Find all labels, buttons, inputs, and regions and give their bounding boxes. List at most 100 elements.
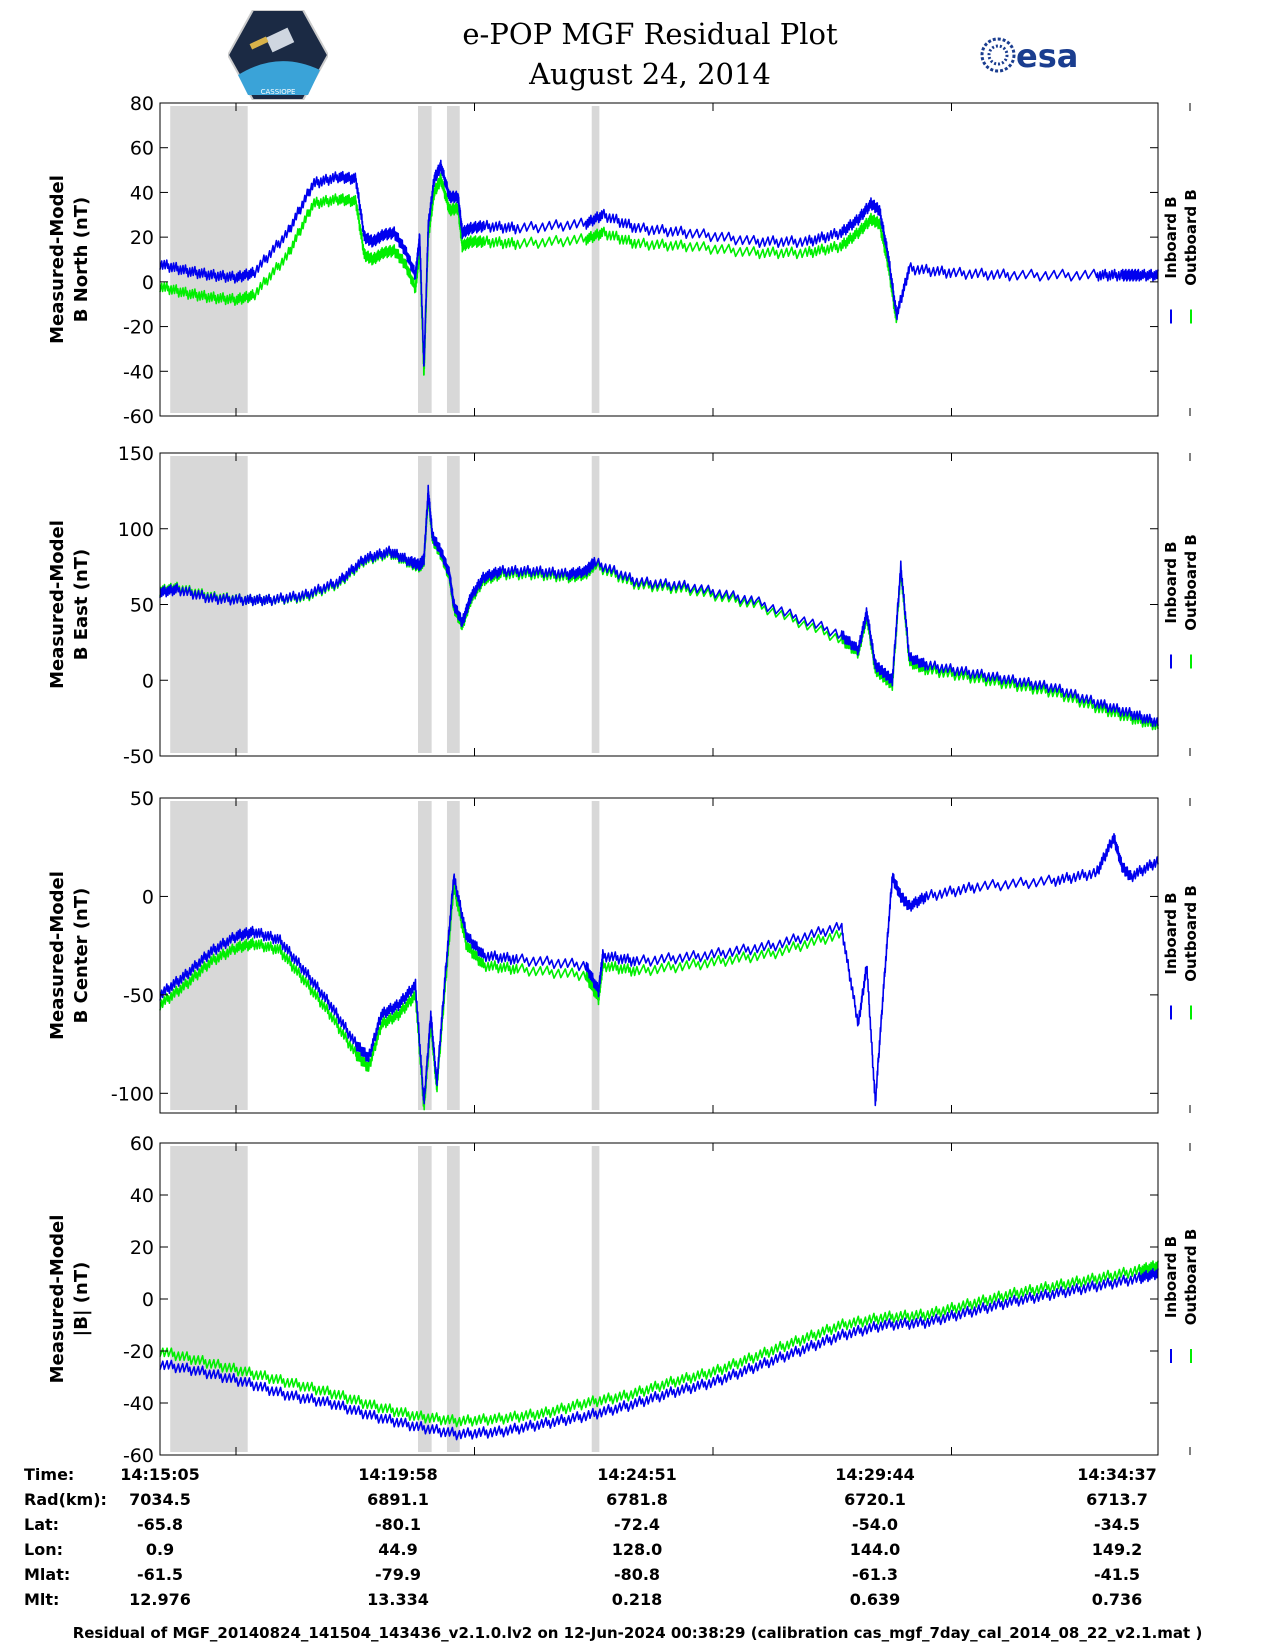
orbit-cell: 12.976	[129, 1590, 191, 1609]
chart-title: e-POP MGF Residual Plot August 24, 2014	[350, 14, 950, 94]
series-line-2-inboard	[159, 833, 1159, 1107]
y-axis-label-0-line1: Measured-Model	[47, 175, 68, 344]
y-tick-label-1-4: -50	[123, 746, 154, 768]
legend-label-3-outboard: Outboard B	[1182, 1229, 1200, 1326]
orbit-cell: 0.9	[145, 1540, 175, 1559]
orbit-cell: 14:15:05	[120, 1465, 200, 1484]
file-caption: Residual of MGF_20140824_141504_143436_v…	[72, 1624, 1203, 1642]
legend-label-1-outboard: Outboard B	[1182, 534, 1200, 631]
orbit-cell: -61.5	[136, 1565, 184, 1584]
y-tick-label-0-5: -20	[123, 317, 154, 339]
legend-label-0-outboard: Outboard B	[1182, 189, 1200, 286]
y-tick-label-0-0: 80	[130, 93, 154, 115]
orbit-cell: -72.4	[613, 1515, 661, 1534]
orbit-row-label: Mlt:	[24, 1590, 60, 1609]
orbit-cell: -80.1	[374, 1515, 422, 1534]
title-line-1: e-POP MGF Residual Plot	[462, 17, 838, 51]
y-tick-label-1-1: 100	[118, 519, 154, 541]
esa-logo: esa	[980, 37, 1078, 75]
y-tick-label-0-4: 0	[142, 272, 154, 294]
orbit-cell: 6713.7	[1086, 1490, 1148, 1509]
y-tick-label-2-3: -100	[111, 1083, 154, 1105]
series-line-2-outboard	[159, 883, 842, 1111]
y-tick-label-0-7: -60	[123, 406, 154, 428]
shaded-interval-3-0	[170, 1146, 248, 1452]
shaded-interval-1-1	[418, 456, 432, 753]
orbit-cell: -80.8	[613, 1565, 661, 1584]
series-line-3-inboard	[159, 1268, 1159, 1441]
legend-label-1-inboard: Inboard B	[1162, 541, 1180, 623]
cassiope-satellite-logo: CASSIOPE	[228, 10, 328, 100]
orbit-row-label: Time:	[24, 1465, 75, 1484]
y-axis-label-3-line1: Measured-Model	[47, 1215, 68, 1384]
plot-frame-1	[159, 452, 1159, 757]
y-axis-label-1-line1: Measured-Model	[47, 520, 68, 689]
shaded-interval-1-0	[170, 456, 248, 753]
shaded-interval-0-0	[170, 106, 248, 413]
y-axis-label-3-line2: |B| (nT)	[71, 1262, 92, 1337]
shaded-interval-2-1	[418, 801, 432, 1110]
y-axis-label-2-line1: Measured-Model	[47, 871, 68, 1040]
y-tick-label-3-3: 0	[142, 1289, 154, 1311]
shaded-interval-2-3	[591, 801, 600, 1110]
orbit-row-0: Time: 14:15:05 14:19:58 14:24:51 14:29:44 14:…	[0, 1465, 1275, 1489]
y-tick-label-3-0: 60	[130, 1133, 154, 1155]
orbit-cell: -54.0	[851, 1515, 899, 1534]
orbit-row-1: Rad(km): 7034.5 6891.1 6781.8 6720.1 6713.7	[0, 1490, 1275, 1514]
orbit-cell: 14:29:44	[835, 1465, 915, 1484]
y-tick-label-3-4: -20	[123, 1341, 154, 1363]
orbit-cell: 14:19:58	[358, 1465, 438, 1484]
y-tick-label-1-0: 150	[118, 443, 154, 465]
y-axis-label-1-line2: B East (nT)	[71, 549, 92, 661]
orbit-cell: -41.5	[1093, 1565, 1141, 1584]
shaded-interval-3-3	[591, 1146, 600, 1452]
y-tick-label-3-2: 20	[130, 1237, 154, 1259]
y-tick-label-2-2: -50	[123, 985, 154, 1007]
shaded-interval-0-2	[446, 106, 460, 413]
y-tick-label-3-6: -60	[123, 1445, 154, 1467]
y-tick-label-3-1: 40	[130, 1185, 154, 1207]
orbit-row-label: Mlat:	[24, 1565, 71, 1584]
orbit-cell: 13.334	[367, 1590, 429, 1609]
y-tick-label-1-2: 50	[130, 595, 154, 617]
orbit-row-label: Rad(km):	[24, 1490, 107, 1509]
orbit-cell: 144.0	[849, 1540, 901, 1559]
series-line-0-inboard	[159, 159, 1159, 367]
shaded-interval-3-2	[446, 1146, 460, 1452]
orbit-cell: 14:24:51	[597, 1465, 677, 1484]
y-axis-label-0-line2: B North (nT)	[71, 197, 92, 323]
series-line-0-outboard	[159, 173, 898, 376]
y-tick-label-3-5: -40	[123, 1393, 154, 1415]
y-tick-label-2-1: 0	[142, 886, 154, 908]
orbit-cell: 0.639	[849, 1590, 901, 1609]
orbit-row-2: Lat: -65.8 -80.1 -72.4 -54.0 -34.5	[0, 1515, 1275, 1539]
orbit-cell: 7034.5	[129, 1490, 191, 1509]
orbit-cell: -34.5	[1093, 1515, 1141, 1534]
legend-label-2-outboard: Outboard B	[1182, 885, 1200, 982]
orbit-cell: -65.8	[136, 1515, 184, 1534]
plot-frame-3	[159, 1142, 1159, 1456]
shaded-interval-0-3	[591, 106, 600, 413]
y-axis-label-2-line2: B Center (nT)	[71, 888, 92, 1024]
orbit-row-5: Mlt: 12.976 13.334 0.218 0.639 0.736	[0, 1590, 1275, 1614]
orbit-cell: 6720.1	[844, 1490, 906, 1509]
orbit-cell: 128.0	[611, 1540, 663, 1559]
series-line-1-inboard	[159, 484, 1159, 728]
shaded-interval-1-3	[591, 456, 600, 753]
series-line-1-outboard	[159, 489, 1159, 731]
orbit-row-4: Mlat: -61.5 -79.9 -80.8 -61.3 -41.5	[0, 1565, 1275, 1589]
shaded-interval-3-1	[418, 1146, 432, 1452]
legend-label-0-inboard: Inboard B	[1162, 196, 1180, 278]
shaded-interval-2-2	[446, 801, 460, 1110]
orbit-cell: -61.3	[851, 1565, 899, 1584]
legend-label-3-inboard: Inboard B	[1162, 1236, 1180, 1318]
orbit-cell: -79.9	[374, 1565, 422, 1584]
y-tick-label-0-6: -40	[123, 361, 154, 383]
orbit-row-label: Lon:	[24, 1540, 63, 1559]
orbit-cell: 0.218	[611, 1590, 663, 1609]
esa-logo-text: esa	[1016, 37, 1078, 75]
orbit-row-3: Lon: 0.9 44.9 128.0 144.0 149.2	[0, 1540, 1275, 1564]
legend-label-2-inboard: Inboard B	[1162, 892, 1180, 974]
shaded-interval-0-1	[418, 106, 432, 413]
